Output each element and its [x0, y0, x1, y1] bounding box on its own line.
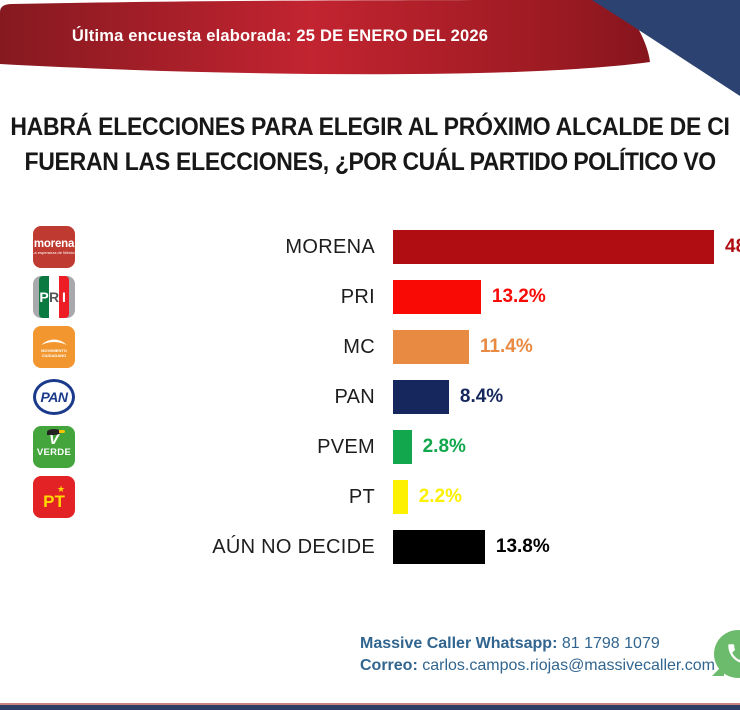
pan-logo-ring: PAN: [33, 379, 75, 415]
correo-label: Correo:: [360, 657, 418, 674]
header-ribbon-graphic: [0, 0, 740, 96]
value-label-aun-no-decide: 13.8%: [495, 536, 550, 557]
whatsapp-line: Massive Caller Whatsapp: 81 1798 1079: [360, 633, 715, 655]
pvem-logo: V VERDE: [33, 426, 75, 468]
chart-row-aun-no-decide: AÚN NO DECIDE 13.8%: [0, 522, 740, 572]
bar-pt: [393, 480, 408, 514]
chart-row-pvem: V VERDE PVEM 2.8%: [0, 422, 740, 472]
pri-logo-letter-i: I: [59, 276, 69, 318]
whatsapp-bubble: [714, 630, 740, 678]
value-label-pan: 8.4%: [459, 386, 504, 407]
bar-pri: [393, 280, 481, 314]
pvem-logo-letter: V: [48, 431, 60, 448]
party-label-pt: PT: [348, 485, 375, 508]
bar-mc: [393, 330, 469, 364]
chart-row-mc: MOVIMIENTO CIUDADANO MC 11.4%: [0, 322, 740, 372]
bar-morena: [393, 230, 714, 264]
morena-logo-tagline: La esperanza de México: [33, 250, 75, 255]
party-label-morena: MORENA: [285, 235, 375, 258]
poll-bar-chart: morena La esperanza de México MORENA 48.…: [0, 222, 740, 572]
pvem-toucan-icon: [47, 429, 65, 435]
value-label-morena: 48.2%: [725, 236, 740, 257]
bottom-accent-strip: [0, 703, 740, 710]
correo-line: Correo: carlos.campos.riojas@massivecall…: [360, 655, 715, 677]
morena-logo: morena La esperanza de México: [33, 226, 75, 268]
whatsapp-label: Massive Caller Whatsapp:: [360, 635, 558, 652]
contact-info: Massive Caller Whatsapp: 81 1798 1079 Co…: [360, 633, 715, 677]
question-title-line2-regular: FUERAN LAS ELECCIONES,: [24, 148, 336, 176]
party-label-aun-no-decide: AÚN NO DECIDE: [212, 535, 375, 558]
question-title-line1: HABRÁ ELECCIONES PARA ELEGIR AL PRÓXIMO …: [10, 113, 730, 141]
mc-logo-caption: MOVIMIENTO CIUDADANO: [41, 348, 67, 358]
pt-logo-text: PT: [43, 491, 65, 511]
value-label-pt: 2.2%: [418, 486, 462, 507]
chart-row-pri: P R I PRI 13.2%: [0, 272, 740, 322]
pt-logo: ★ PT: [33, 476, 75, 518]
question-title-line2: FUERAN LAS ELECCIONES, ¿POR CUÁL PARTIDO…: [24, 148, 716, 177]
whatsapp-icon: [714, 630, 740, 678]
bar-aun-no-decide: [393, 530, 485, 564]
pan-logo-text: PAN: [40, 389, 68, 405]
chart-row-morena: morena La esperanza de México MORENA 48.…: [0, 222, 740, 272]
header-corner-navy-shape: [592, 0, 740, 96]
pri-logo: P R I: [33, 276, 75, 318]
party-label-pan: PAN: [334, 385, 375, 408]
pt-star-icon: ★: [56, 483, 66, 494]
bar-pan: [393, 380, 449, 414]
value-label-pri: 13.2%: [491, 286, 546, 307]
value-label-pvem: 2.8%: [422, 436, 466, 457]
mc-eagle-icon: [41, 339, 67, 345]
pvem-logo-text: VERDE: [36, 447, 72, 458]
pan-logo: PAN: [33, 376, 75, 418]
bar-pvem: [393, 430, 412, 464]
phone-icon: [728, 644, 740, 663]
party-label-pri: PRI: [340, 285, 375, 308]
chart-row-pan: PAN PAN 8.4%: [0, 372, 740, 422]
morena-logo-text: morena: [33, 238, 75, 250]
question-title-line2-bold: ¿POR CUÁL PARTIDO POLÍTICO VO: [335, 148, 716, 176]
mc-logo: MOVIMIENTO CIUDADANO: [33, 326, 75, 368]
pri-logo-letter-p: P: [39, 276, 49, 318]
value-label-mc: 11.4%: [479, 336, 533, 357]
whatsapp-number: 81 1798 1079: [561, 635, 660, 652]
chart-row-pt: ★ PT PT 2.2%: [0, 472, 740, 522]
pri-logo-letter-r: R: [49, 276, 59, 318]
banner-date-text: Última encuesta elaborada: 25 DE ENERO D…: [71, 27, 489, 45]
party-label-pvem: PVEM: [317, 435, 375, 458]
correo-value: carlos.campos.riojas@massivecaller.com: [422, 657, 716, 674]
party-label-mc: MC: [343, 335, 375, 358]
header-red-band: [0, 0, 650, 75]
